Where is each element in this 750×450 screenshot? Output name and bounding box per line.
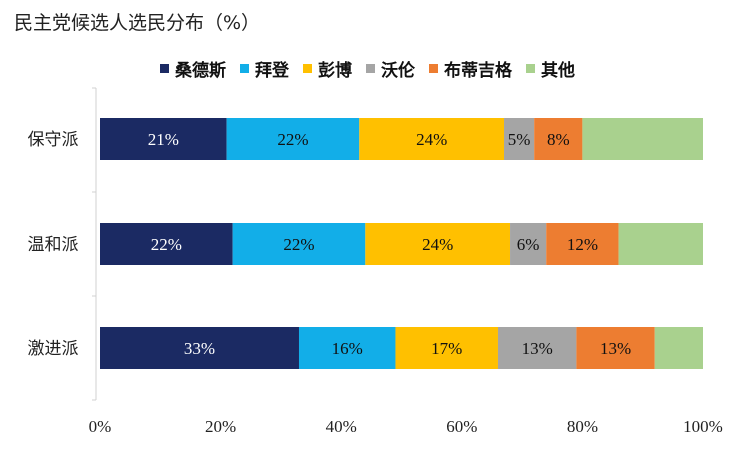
category-label: 激进派 [28,339,79,359]
data-label: 6% [517,235,540,254]
x-tick-label: 20% [205,417,236,436]
bar-segment [100,327,299,369]
legend-label: 沃伦 [381,61,415,81]
legend-label: 拜登 [255,61,289,81]
bar-segment [100,118,227,160]
legend-swatch [366,64,375,73]
bar-segment [226,118,360,160]
legend-item: 彭博 [303,56,352,81]
x-tick-label: 100% [683,417,723,436]
bar-segment [365,223,511,265]
x-tick-label: 0% [89,417,112,436]
legend-label: 布蒂吉格 [444,61,512,81]
bar-segment [298,327,396,369]
data-label: 8% [547,130,570,149]
legend-item: 桑德斯 [160,56,226,81]
bar-segment [395,327,498,369]
data-label: 24% [422,235,453,254]
data-label: 12% [567,235,598,254]
chart-title: 民主党候选人选民分布（%） [14,12,261,34]
legend-label: 桑德斯 [175,61,226,81]
bar-segment [618,223,703,265]
category-label: 温和派 [28,235,79,255]
bar-segment [576,327,655,369]
legend-swatch [303,64,312,73]
bar-segment [534,118,583,160]
legend-item: 布蒂吉格 [429,56,512,81]
data-label: 17% [431,339,462,358]
data-label: 22% [277,130,308,149]
x-tick-label: 80% [567,417,598,436]
bar-segment [582,118,703,160]
data-label: 13% [600,339,631,358]
data-label: 21% [148,130,179,149]
legend-item: 沃伦 [366,56,415,81]
bar-segment [510,223,547,265]
bar-segment [232,223,366,265]
data-label: 5% [508,130,531,149]
legend-swatch [526,64,535,73]
data-label: 16% [332,339,363,358]
data-label: 22% [283,235,314,254]
legend-swatch [240,64,249,73]
category-label: 保守派 [28,130,79,150]
legend-label: 彭博 [318,61,352,81]
legend-swatch [160,64,169,73]
bar-segment [504,118,535,160]
bar-segment [497,327,577,369]
data-label: 13% [522,339,553,358]
legend-item: 拜登 [240,56,289,81]
data-label: 22% [151,235,182,254]
legend-label: 其他 [541,61,575,81]
bar-segment [359,118,505,160]
legend-swatch [429,64,438,73]
legend-item: 其他 [526,56,575,81]
bar-segment [546,223,619,265]
bar-segment [654,327,703,369]
data-label: 24% [416,130,447,149]
x-tick-label: 60% [446,417,477,436]
legend: 桑德斯 拜登 彭博 沃伦 布蒂吉格 其他 [160,56,589,81]
data-label: 33% [184,339,215,358]
bar-segment [100,223,233,265]
x-tick-label: 40% [326,417,357,436]
